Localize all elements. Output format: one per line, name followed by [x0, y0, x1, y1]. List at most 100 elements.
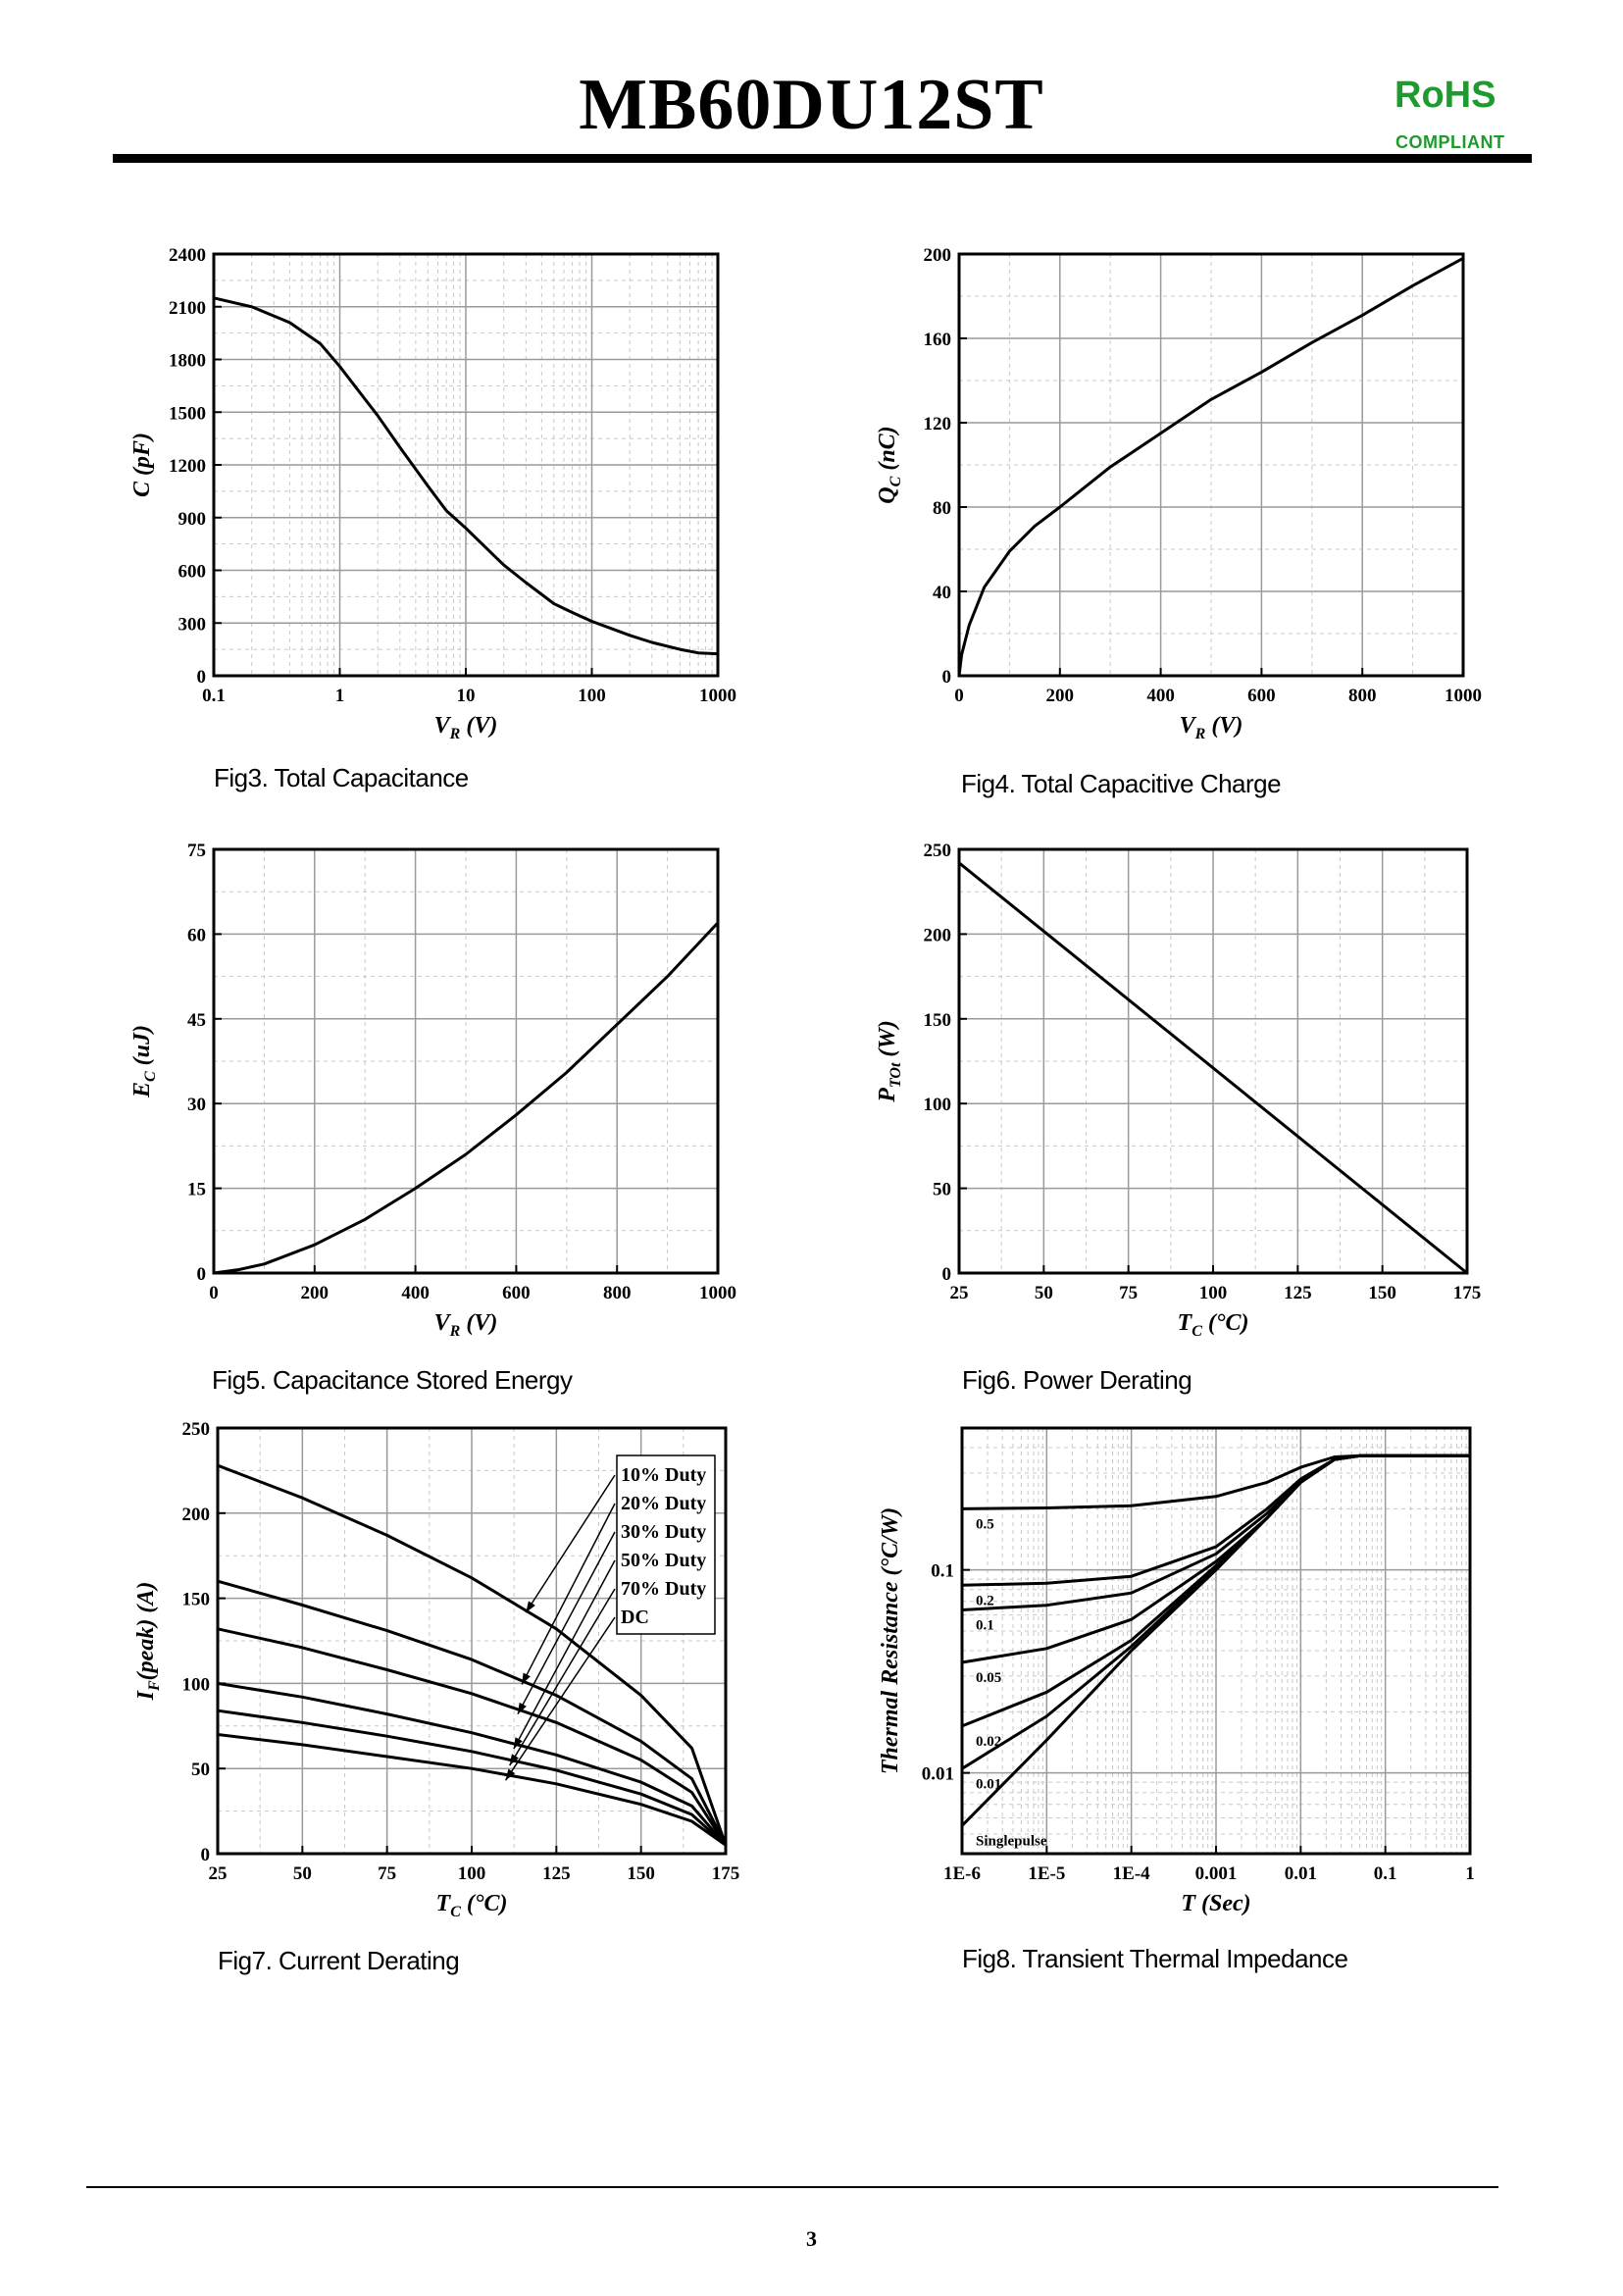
fig5-xtick-label: 1000: [699, 1283, 736, 1303]
fig6-ytick-label: 250: [924, 841, 952, 861]
fig3-ytick-label: 1200: [169, 456, 206, 477]
fig7-series-line: [217, 1463, 728, 1846]
caption-fig4: Fig4. Total Capacitive Charge: [961, 769, 1282, 798]
fig8-xtick-label: 0.1: [1374, 1863, 1397, 1884]
fig3-ytick-label: 1500: [169, 403, 206, 424]
fig4-ytick-label: 120: [924, 414, 952, 434]
fig6-xtick-label: 100: [1199, 1283, 1228, 1303]
fig7-ytick-label: 100: [182, 1674, 211, 1695]
caption-fig7: Fig7. Current Derating: [218, 1946, 460, 1975]
fig7-legend-entry: 20% Duty: [621, 1493, 706, 1514]
fig8-series-line: [960, 1454, 1470, 1827]
fig4-ytick-label: 80: [933, 498, 951, 519]
caption-fig5: Fig5. Capacitance Stored Energy: [212, 1365, 573, 1395]
fig5-y-axis-title: EC (uJ): [129, 1025, 159, 1098]
rohs-mark: RoHS: [1395, 75, 1496, 116]
fig4-minor-grid: [959, 254, 1463, 676]
fig3-ytick-label: 2100: [169, 298, 206, 319]
fig8-series-label: 0.01: [976, 1776, 1001, 1792]
fig6-y-axis-title: PTOt (W): [875, 1020, 904, 1102]
fig5-xtick-label: 800: [603, 1283, 632, 1303]
fig8-series-label: 0.5: [976, 1516, 994, 1532]
fig4-ticks: [958, 253, 1464, 677]
fig7-legend-arrow: [521, 1503, 616, 1685]
fig7-xtick-label: 100: [458, 1863, 486, 1884]
fig3-xtick-label: 0.1: [202, 686, 226, 706]
fig7-ytick-label: 200: [182, 1505, 211, 1525]
fig7-legend-arrowhead: [513, 1737, 523, 1750]
fig7-series-line: [217, 1579, 728, 1846]
fig7-legend-entry: DC: [621, 1607, 649, 1628]
header-rule: [113, 154, 1532, 163]
fig4-xtick-label: 1000: [1445, 686, 1482, 706]
fig5-ytick-label: 75: [187, 841, 206, 861]
fig3-xtick-label: 10: [457, 686, 476, 706]
fig6-ytick-label: 200: [924, 925, 952, 945]
fig3-ytick-label: 900: [178, 509, 207, 530]
fig7-legend-entry: 10% Duty: [621, 1464, 706, 1486]
fig6-ytick-label: 0: [942, 1264, 952, 1285]
fig8-group: 1E-6 1E-5 1E-4 0.001 0.01 0.1 1 0.01 0.1 T (Sec) T…: [878, 1426, 1475, 1916]
fig5-plot-frame: [212, 847, 720, 1275]
fig5-xtick-label: 600: [502, 1283, 531, 1303]
fig7-y-axis-title: IF(peak) (A): [133, 1582, 163, 1702]
fig5-x-axis-title: VR (V): [434, 1310, 498, 1340]
fig8-ytick-label: 0.1: [931, 1561, 954, 1582]
fig7-series-line: [217, 1681, 728, 1847]
fig7-legend-arrowhead: [522, 1672, 531, 1685]
fig8-xtick-label: 1E-6: [943, 1863, 981, 1884]
fig4-ytick-label: 0: [942, 667, 952, 688]
fig7-xtick-label: 150: [627, 1863, 655, 1884]
fig5-series-line: [213, 921, 720, 1275]
fig3-series-line: [213, 296, 719, 656]
fig7-ytick-label: 50: [191, 1760, 210, 1780]
fig3-ytick-label: 300: [178, 614, 207, 635]
fig5-xtick-label: 400: [401, 1283, 430, 1303]
fig7-series-line: [217, 1733, 727, 1847]
fig4-xtick-label: 600: [1247, 686, 1276, 706]
fig4-xtick-label: 0: [954, 686, 964, 706]
fig7-ytick-label: 250: [182, 1419, 211, 1440]
fig7-group: 25 50 75 100 125 150 175 0 50 100 150 200 250 TC (°C)…: [133, 1419, 739, 1920]
fig7-legend-arrow: [525, 1474, 616, 1613]
fig3-ytick-label: 2400: [169, 245, 206, 266]
page-title: MB60DU12ST: [579, 65, 1044, 145]
fig6-xtick-label: 75: [1119, 1283, 1138, 1303]
fig7-ytick-label: 0: [201, 1845, 211, 1865]
fig6-xtick-label: 25: [950, 1283, 969, 1303]
fig3-ytick-label: 1800: [169, 351, 206, 372]
fig7-xtick-label: 175: [712, 1863, 740, 1884]
fig6-ytick-label: 50: [933, 1180, 951, 1200]
fig8-ticks: [961, 1568, 1471, 1854]
fig7-ytick-label: 150: [182, 1590, 211, 1610]
fig8-y-axis-title: Thermal Resistance (°C/W): [878, 1507, 903, 1774]
fig7-legend-arrowhead: [505, 1768, 516, 1781]
fig4-xtick-label: 200: [1046, 686, 1075, 706]
fig7-legend-arrowhead: [526, 1601, 535, 1613]
fig3-group: 0.1 1 10 100 1000 0 300 600 900 1200 1500 1800 2100 2…: [129, 245, 736, 742]
caption-fig8: Fig8. Transient Thermal Impedance: [962, 1944, 1348, 1973]
fig8-series-label: Singlepulse: [976, 1833, 1047, 1849]
fig5-ytick-label: 60: [187, 925, 206, 945]
fig3-xtick-label: 1: [335, 686, 345, 706]
fig6-ytick-label: 100: [924, 1095, 952, 1115]
fig6-group: 25 50 75 100 125 150 175 0 50 100 150 200 250 TC (°C)…: [875, 841, 1481, 1340]
fig8-xtick-label: 0.001: [1195, 1863, 1238, 1884]
fig6-xtick-label: 175: [1453, 1283, 1482, 1303]
fig6-ticks: [958, 848, 1468, 1274]
fig7-legend-arrowhead: [509, 1754, 519, 1766]
fig7-legend-arrow: [517, 1531, 616, 1715]
fig4-series-line: [957, 256, 1464, 677]
fig4-xtick-label: 400: [1146, 686, 1175, 706]
fig7-legend-box: [616, 1454, 716, 1635]
fig5-xtick-label: 0: [209, 1283, 219, 1303]
page-number: 3: [806, 2226, 817, 2251]
fig4-ytick-label: 160: [924, 330, 952, 350]
fig6-ytick-label: 150: [924, 1010, 952, 1031]
fig5-xtick-label: 200: [301, 1283, 330, 1303]
